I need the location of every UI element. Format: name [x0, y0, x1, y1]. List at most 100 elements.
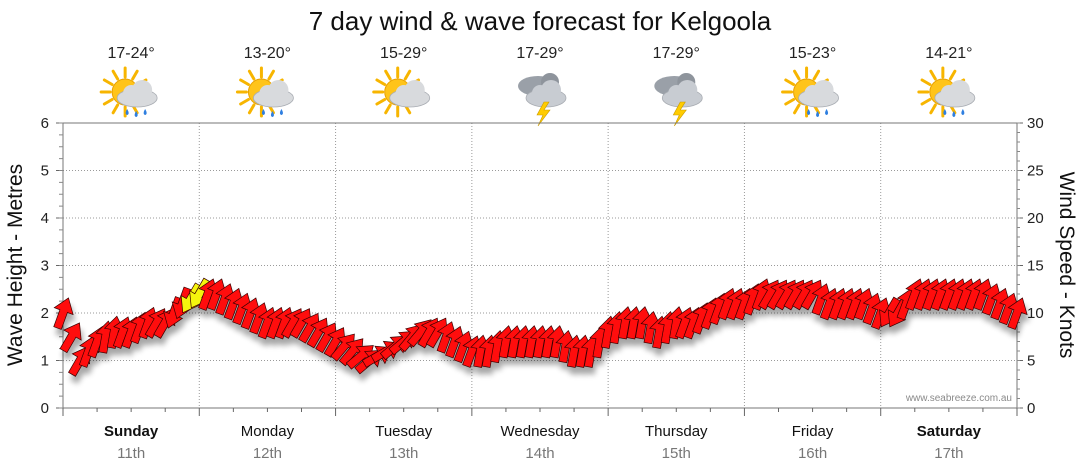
day-date: 16th — [798, 445, 827, 462]
wind-arrow — [215, 283, 236, 316]
wind-arrow — [998, 292, 1020, 326]
weather-icons — [99, 66, 976, 127]
day-date: 11th — [117, 445, 145, 462]
sun-ray — [920, 98, 932, 106]
sun-ray — [247, 103, 256, 115]
wind-arrow — [53, 297, 74, 330]
storm-cloud-icon — [654, 73, 703, 127]
wind-arrow — [59, 322, 82, 354]
day-name: Sunday — [104, 423, 159, 440]
sun-ray — [948, 69, 957, 81]
temp-range: 13-20° — [244, 45, 291, 62]
day-name: Saturday — [917, 423, 982, 440]
day-name: Tuesday — [375, 423, 432, 440]
sun-ray — [929, 103, 937, 115]
sun-ray — [131, 69, 139, 81]
y-tick-label: 4 — [41, 210, 49, 227]
y2-tick-label: 25 — [1027, 163, 1044, 180]
wind-arrow — [1007, 297, 1028, 330]
rain-drop — [825, 109, 829, 115]
rain-drop — [961, 109, 965, 115]
day-name: Friday — [792, 423, 834, 440]
sun-ray — [102, 78, 114, 86]
rain-drop — [125, 109, 129, 115]
wind-arrow — [453, 330, 474, 364]
sun-ray — [111, 103, 120, 115]
cloud-puff — [132, 80, 153, 100]
right-axis-label: Wind Speed - Knots — [1055, 172, 1078, 359]
day-name: Monday — [241, 423, 295, 440]
rain-drop — [143, 109, 147, 115]
gridlines — [63, 123, 1017, 408]
wind-arrow — [445, 325, 466, 359]
sun-ray — [793, 69, 801, 81]
cloud-puff — [949, 80, 970, 100]
y-tick-label: 0 — [41, 400, 49, 417]
sun-ray — [784, 98, 796, 106]
y2-tick-label: 10 — [1027, 305, 1044, 322]
cloud-puff — [813, 80, 834, 100]
wind-arrow — [973, 278, 994, 311]
day-date: 17th — [934, 445, 963, 462]
sun-ray — [784, 78, 796, 86]
sun-ray — [920, 78, 932, 86]
y2-tick-label: 5 — [1027, 353, 1035, 370]
day-date: 15th — [662, 445, 691, 462]
storm-cloud-icon — [518, 73, 567, 127]
left-axis-label: Wave Height - Metres — [4, 164, 27, 366]
sun-ray — [812, 69, 821, 81]
sun-cloud-rain-icon — [781, 66, 839, 118]
temp-range: 17-24° — [107, 45, 154, 62]
day-date: 12th — [253, 445, 282, 462]
rain-drop — [134, 111, 138, 117]
right-axis-ticks: 0 5 10 15 20 25 30 — [1017, 115, 1044, 417]
sun-ray — [239, 98, 250, 106]
y-tick-label: 1 — [41, 353, 49, 370]
sun-ray — [384, 103, 392, 115]
y-tick-label: 6 — [41, 115, 49, 132]
sun-ray — [375, 98, 387, 106]
y2-tick-label: 15 — [1027, 258, 1044, 275]
sun-ray — [111, 69, 120, 81]
sun-cloud-icon — [372, 66, 431, 118]
cloud-puff — [404, 80, 425, 100]
day-date: 13th — [389, 445, 418, 462]
temperature-labels: 17-24° 13-20° 15-29° 17-29° 17-29° 15-23° 14-2… — [107, 45, 972, 62]
day-name: Thursday — [645, 423, 708, 440]
rain-drop — [270, 111, 274, 117]
temp-range: 15-23° — [789, 45, 836, 62]
rain-drop — [952, 111, 956, 117]
wind-arrow — [862, 292, 883, 326]
wind-arrow — [811, 283, 832, 316]
chart-title: 7 day wind & wave forecast for Kelgoola — [309, 6, 772, 36]
wind-arrow — [990, 287, 1011, 321]
sun-ray — [929, 69, 937, 81]
y2-tick-label: 20 — [1027, 210, 1044, 227]
rain-drop — [261, 109, 265, 115]
cloud-puff — [268, 80, 289, 100]
wind-arrow — [436, 321, 457, 354]
y2-tick-label: 0 — [1027, 400, 1035, 417]
sun-ray — [247, 69, 256, 81]
sun-ray — [793, 103, 801, 115]
sun-ray — [267, 69, 275, 81]
temp-range: 17-29° — [653, 45, 700, 62]
sun-ray — [102, 98, 114, 106]
y-tick-label: 2 — [41, 305, 49, 322]
temp-range: 15-29° — [380, 45, 427, 62]
cloud-puff — [541, 80, 561, 100]
wind-arrow — [249, 302, 270, 335]
cloud-puff — [677, 80, 698, 100]
sun-ray — [384, 69, 392, 81]
wind-arrow — [240, 297, 262, 330]
y-tick-label: 3 — [41, 258, 49, 275]
sun-ray — [239, 78, 250, 86]
wind-arrow — [206, 278, 227, 311]
temp-range: 14-21° — [925, 45, 972, 62]
temp-range: 17-29° — [516, 45, 563, 62]
wind-arrow — [232, 292, 253, 326]
credit-text: www.seabreeze.com.au — [905, 393, 1012, 404]
day-date: 14th — [525, 445, 554, 462]
sun-ray — [403, 69, 412, 81]
